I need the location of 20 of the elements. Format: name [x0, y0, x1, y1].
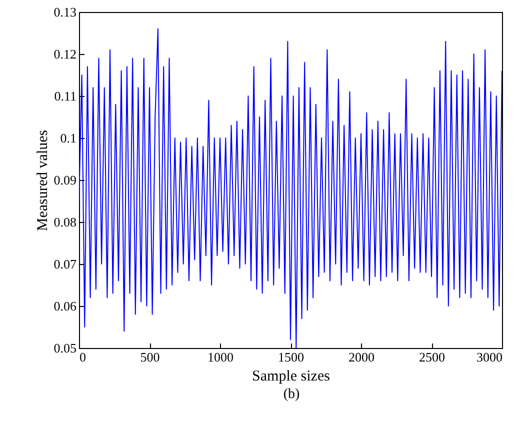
x-tick-label: 1500	[278, 350, 304, 364]
x-axis-title: Sample sizes	[252, 368, 330, 384]
line-series	[79, 28, 502, 348]
y-tick-label: 0.05	[54, 340, 76, 356]
y-tick-label: 0.06	[54, 298, 77, 314]
x-tick-label: 3000	[476, 350, 502, 364]
y-tick-label: 0.13	[54, 4, 76, 20]
x-tick-label: 1000	[208, 350, 234, 364]
text: (b)	[282, 387, 301, 403]
y-tick-label: 0.07	[54, 256, 77, 272]
y-tick-label: 0.1	[60, 130, 76, 146]
y-axis-title: Measured values	[34, 130, 51, 232]
y-tick-label: 0.12	[54, 46, 76, 62]
y-tick-label: 0.08	[54, 214, 76, 230]
y-tick-label: 0.11	[54, 88, 76, 104]
x-tick-label: 0	[80, 350, 86, 364]
x-tick-label: 2000	[348, 350, 374, 364]
y-tick-label: 0.09	[54, 172, 76, 188]
x-tick-label: 500	[140, 350, 160, 364]
x-tick-label: 2500	[419, 350, 445, 364]
